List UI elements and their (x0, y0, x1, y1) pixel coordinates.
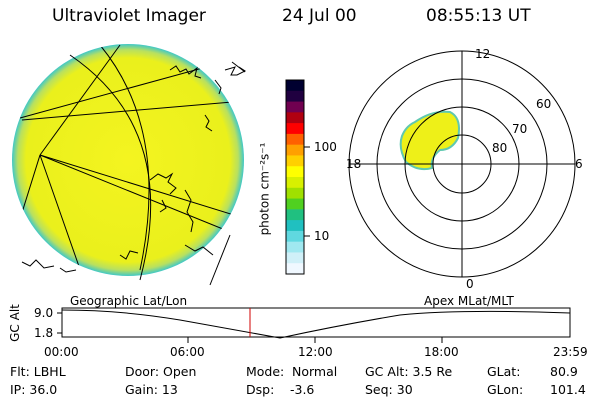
altitude-xtick-2359: 23:59 (553, 345, 588, 359)
polar-plot (348, 50, 576, 278)
mlt-label-12: 12 (475, 47, 491, 61)
colorbar-tick-100: 100 (314, 140, 337, 154)
status-door: Door: Open (125, 364, 197, 379)
status-glat-value: 80.9 (550, 364, 578, 379)
date-label: 24 Jul 00 (282, 6, 357, 26)
mlt-label-0: 0 (466, 277, 474, 291)
colorbar-segment (286, 155, 304, 167)
colorbar-segment (286, 252, 304, 264)
altitude-frame (61, 307, 571, 338)
globe-view-label: Geographic Lat/Lon (70, 294, 188, 308)
polar-view-label: Apex MLat/MLT (424, 294, 514, 308)
mlat-label-70: 70 (512, 122, 528, 136)
mlat-label-80: 80 (492, 141, 508, 155)
altitude-xtick-12: 12:00 (298, 345, 333, 359)
colorbar-segment (286, 230, 304, 243)
altitude-ytick-9: 9.0 (34, 306, 54, 320)
altitude-xtick-06: 06:00 (170, 345, 205, 359)
status-dsp-value: -3.6 (290, 382, 315, 397)
status-gc-alt: GC Alt: 3.5 Re (365, 364, 453, 379)
status-glon-value: 101.4 (550, 382, 586, 397)
colorbar-segment (286, 220, 304, 232)
status-mode-label: Mode: (246, 364, 285, 379)
colorbar-tick-10: 10 (314, 229, 330, 243)
colorbar-segment (286, 80, 304, 92)
status-glon-label: GLon: (487, 382, 524, 397)
colorbar-segment (286, 263, 304, 275)
altitude-xtick-00: 00:00 (44, 345, 79, 359)
time-label: 08:55:13 UT (426, 6, 531, 26)
colorbar-ticks (304, 146, 310, 237)
altitude-ytick-1-8: 1.8 (34, 326, 54, 340)
instrument-title: Ultraviolet Imager (52, 6, 206, 26)
colorbar-segment (286, 133, 304, 146)
colorbar-segment (286, 187, 304, 200)
globe-image (12, 44, 246, 286)
colorbar-frame (285, 79, 305, 275)
mlat-label-60: 60 (536, 97, 552, 111)
auroral-oval (399, 110, 460, 171)
status-glat-label: GLat: (487, 364, 521, 379)
status-mode-value: Normal (292, 364, 338, 379)
colorbar-segment (286, 198, 304, 210)
colorbar-segment (286, 166, 304, 178)
colorbar-segment (286, 177, 304, 189)
coastlines (21, 65, 246, 273)
status-ip: IP: 36.0 (10, 382, 58, 397)
colorbar (285, 79, 305, 275)
colorbar-segment (286, 101, 304, 113)
graticule (14, 44, 244, 276)
colorbar-unit-label: photon cm⁻²s⁻¹ (257, 142, 272, 236)
colorbar-segment (286, 241, 304, 253)
status-gain: Gain: 13 (125, 382, 178, 397)
colorbar-segment (286, 144, 304, 156)
colorbar-segment (286, 209, 304, 221)
altitude-curve (61, 309, 571, 339)
status-seq: Seq: 30 (365, 382, 413, 397)
colorbar-segment (286, 112, 304, 124)
colorbar-segment (286, 90, 304, 103)
mlt-label-18: 18 (346, 157, 362, 171)
status-dsp-label: Dsp: (246, 382, 275, 397)
altitude-xtick-18: 18:00 (424, 345, 459, 359)
colorbar-segment (286, 123, 304, 135)
altitude-ylabel: GC Alt (7, 304, 22, 342)
uv-disk (12, 44, 244, 276)
mlt-label-6: 6 (575, 157, 583, 171)
altitude-plot (57, 307, 571, 343)
status-filter: Flt: LBHL (10, 364, 66, 379)
